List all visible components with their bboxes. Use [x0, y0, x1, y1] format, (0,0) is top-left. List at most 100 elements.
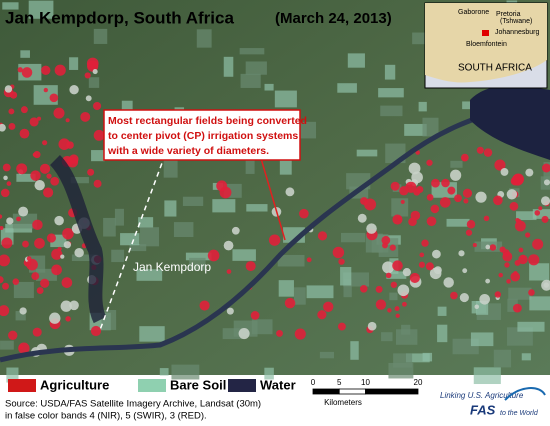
crop-field: [472, 243, 477, 248]
crop-field: [53, 107, 65, 119]
crop-field: [392, 260, 403, 271]
crop-field: [462, 188, 473, 198]
legend-label: Agriculture: [40, 377, 109, 392]
crop-field: [84, 72, 91, 79]
soil-patch: [121, 100, 133, 118]
soil-patch: [517, 321, 545, 332]
crop-field: [357, 213, 367, 223]
crop-field: [458, 250, 465, 257]
crop-field: [429, 267, 442, 280]
crop-field: [528, 289, 535, 296]
crop-field: [466, 220, 476, 229]
soil-patch: [422, 352, 433, 362]
soil-patch: [404, 123, 427, 136]
crop-field: [518, 247, 524, 253]
crop-field: [16, 216, 21, 222]
crop-field: [69, 300, 79, 311]
crop-field: [359, 285, 368, 293]
crop-field: [226, 269, 232, 274]
soil-patch: [507, 298, 518, 312]
soil-patch: [279, 155, 292, 175]
soil-patch: [470, 332, 494, 347]
crop-field: [525, 168, 534, 177]
crop-field: [49, 93, 59, 103]
inset-city: Gaborone: [458, 9, 489, 16]
crop-field: [475, 191, 487, 203]
crop-field: [8, 123, 16, 130]
crop-field: [0, 254, 10, 267]
soil-patch: [508, 287, 532, 300]
crop-field: [61, 277, 73, 288]
soil-patch: [182, 196, 204, 206]
soil-patch: [306, 285, 334, 299]
soil-patch: [277, 254, 305, 267]
soil-patch: [418, 101, 427, 112]
crop-field: [41, 65, 51, 75]
crop-field: [199, 300, 210, 311]
crop-field: [36, 287, 44, 294]
crop-field: [410, 210, 421, 221]
soil-patch: [28, 0, 54, 19]
water-body: [470, 85, 550, 160]
crop-field: [375, 299, 387, 310]
legend-label: Water: [260, 377, 296, 392]
wetland: [49, 155, 107, 324]
soil-patch: [136, 269, 163, 281]
soil-patch: [222, 328, 242, 340]
crop-field: [65, 118, 70, 123]
crop-field: [46, 233, 56, 243]
crop-field: [447, 186, 456, 195]
source-line: in false color bands 4 (NIR), 5 (SWIR), …: [5, 411, 207, 422]
crop-field: [494, 291, 502, 298]
soil-patch: [350, 341, 359, 360]
crop-field: [510, 271, 521, 282]
crop-field: [50, 176, 60, 186]
soil-patch: [341, 232, 366, 243]
logo-swoosh: [504, 387, 546, 401]
crop-field: [0, 305, 10, 317]
soil-patch: [139, 326, 165, 342]
crop-field: [250, 311, 260, 320]
scale-segment: [365, 388, 419, 395]
crop-field: [18, 206, 29, 217]
crop-field: [390, 281, 398, 288]
scale-tick-label: 10: [361, 378, 370, 387]
crop-field: [397, 284, 410, 297]
crop-field: [415, 150, 420, 155]
crop-field: [32, 219, 43, 231]
soil-patch: [521, 353, 531, 361]
crop-field: [432, 249, 441, 259]
soil-patch: [114, 208, 124, 226]
crop-field: [46, 173, 52, 179]
crop-field: [543, 282, 549, 288]
scale-segment: [338, 388, 366, 395]
soil-patch: [340, 267, 352, 286]
crop-field: [26, 258, 38, 271]
soil-patch: [516, 211, 537, 221]
soil-patch: [264, 367, 274, 380]
soil-patch: [185, 252, 212, 261]
crop-field: [499, 246, 506, 253]
logo: Linking U.S. Agriculture FAS to the Worl…: [440, 387, 546, 417]
crop-field: [87, 168, 95, 176]
soil-patch: [71, 254, 98, 262]
crop-field: [485, 244, 491, 250]
crop-field: [17, 67, 23, 73]
crop-field: [459, 293, 469, 303]
soil-patch: [493, 349, 512, 368]
soil-patch: [507, 327, 533, 346]
soil-patch: [245, 160, 255, 174]
crop-field: [506, 279, 511, 284]
soil-patch: [171, 364, 200, 380]
soil-patch: [264, 83, 274, 91]
soil-patch: [529, 263, 550, 281]
crop-field: [0, 188, 10, 198]
legend-swatch: [228, 379, 256, 392]
crop-field: [60, 300, 72, 312]
soil-patch: [422, 117, 439, 137]
crop-field: [40, 278, 50, 288]
crop-field: [541, 163, 550, 173]
soil-patch: [173, 222, 194, 237]
soil-patch: [13, 281, 34, 299]
crop-field: [504, 262, 510, 268]
